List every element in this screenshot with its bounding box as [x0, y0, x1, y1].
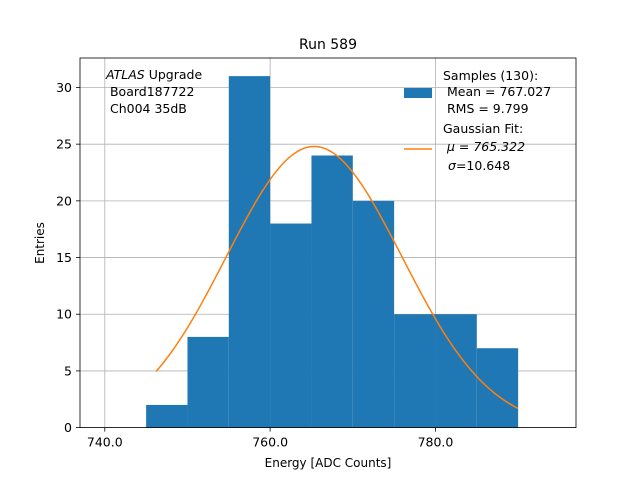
legend-rms-label: RMS = 9.799 [443, 101, 529, 116]
histogram-bar-5 [352, 200, 395, 428]
x-tick-label: 740.0 [87, 435, 123, 450]
x-tick-label: 780.0 [418, 435, 454, 450]
y-axis-ticks: 0 5 10 15 20 25 30 [56, 80, 80, 435]
histogram-bar-2 [228, 76, 271, 428]
x-tick-label: 760.0 [252, 435, 288, 450]
histogram-bar-4 [311, 155, 353, 428]
board-label: Board187722 [106, 84, 194, 99]
legend-mu-label: μ = 765.322 [443, 139, 525, 154]
legend-histogram-swatch [404, 88, 432, 98]
legend-sigma-value: =10.648 [456, 158, 510, 173]
legend-mean-label: Mean = 767.027 [443, 84, 551, 99]
histogram-bar-7 [435, 314, 477, 428]
y-tick-label: 10 [56, 307, 72, 322]
chart-title: Run 589 [299, 37, 357, 53]
histogram-bar-0 [146, 404, 188, 428]
histogram-bar-6 [394, 314, 436, 428]
atlas-upgrade-label: Upgrade [145, 67, 203, 82]
atlas-annotation: ATLAS Upgrade Board187722 Ch004 35dB [105, 67, 202, 116]
legend-samples-label: Samples (130): [443, 68, 538, 83]
atlas-italic-label: ATLAS [105, 67, 145, 82]
y-axis-label: Entries [33, 222, 47, 264]
gaussian-fit-curve [155, 145, 519, 410]
x-axis-ticks: 740.0 760.0 780.0 [87, 427, 454, 450]
plot-frame [79, 57, 577, 429]
y-tick-label: 5 [64, 363, 72, 378]
y-tick-label: 30 [56, 80, 72, 95]
histogram-bar-1 [187, 336, 229, 428]
legend-fit-label: Gaussian Fit: [443, 121, 523, 136]
svg-text:ATLAS Upgrade: ATLAS Upgrade [105, 67, 202, 82]
histogram-bars [146, 76, 519, 428]
y-tick-label: 20 [56, 193, 72, 208]
x-axis-label: Energy [ADC Counts] [265, 456, 392, 470]
svg-text:σ=10.648: σ=10.648 [448, 158, 510, 173]
legend: Samples (130): Mean = 767.027 RMS = 9.79… [404, 68, 551, 173]
y-tick-label: 25 [56, 137, 72, 152]
y-tick-label: 0 [64, 420, 72, 435]
y-tick-label: 15 [56, 250, 72, 265]
legend-sigma-symbol: σ [448, 158, 457, 173]
histogram-bar-3 [270, 223, 312, 428]
histogram-bar-8 [476, 348, 519, 428]
channel-label: Ch004 35dB [106, 101, 187, 116]
